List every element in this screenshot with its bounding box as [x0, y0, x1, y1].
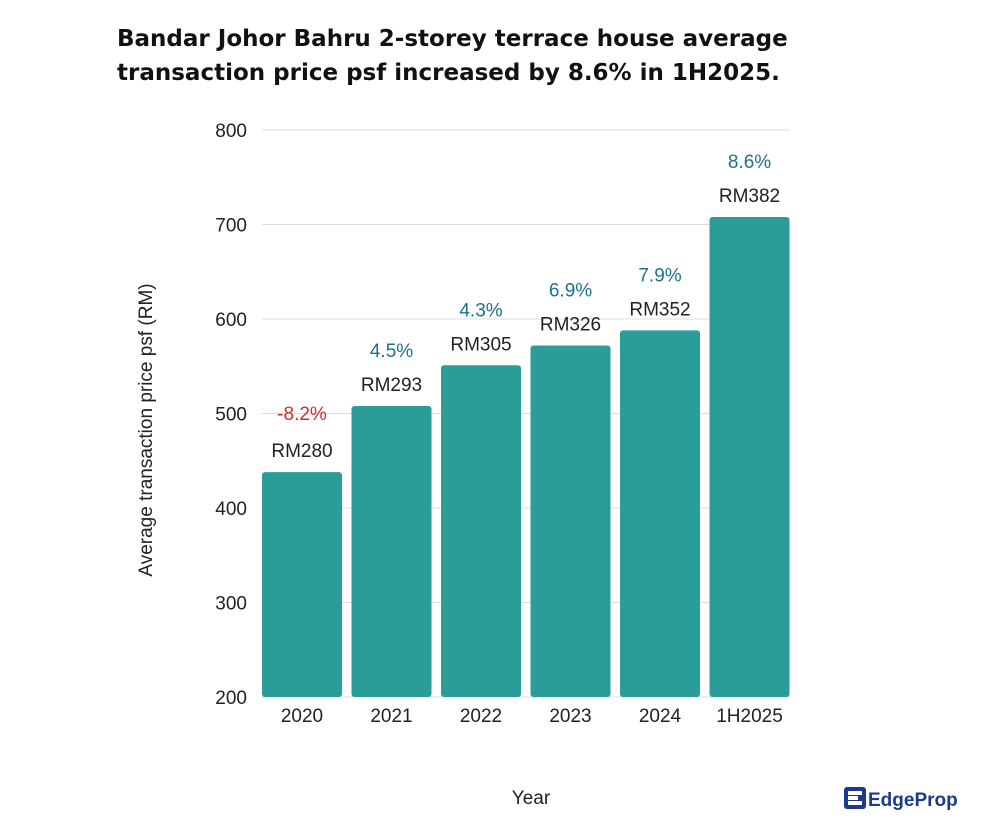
x-tick-label: 2021 [370, 706, 412, 727]
change-label: -8.2% [277, 404, 327, 425]
x-tick-label: 2023 [549, 706, 591, 727]
x-tick-label: 1H2025 [716, 706, 783, 727]
bars [262, 216, 790, 697]
y-tick-label: 600 [215, 310, 247, 331]
gridlines [262, 129, 790, 698]
edgeprop-logo-mark: EdgeProp [844, 787, 958, 811]
y-tick-label: 400 [215, 499, 247, 520]
value-label: RM305 [450, 334, 511, 355]
y-tick-label: 800 [215, 121, 247, 142]
value-label: RM326 [540, 314, 601, 335]
value-label: RM352 [629, 299, 690, 320]
data-labels: RM280 -8.2% RM293 4.5% RM305 4.3% RM326 6.9% RM3… [271, 152, 780, 462]
bar-2024 [620, 330, 700, 697]
bar-2023 [530, 345, 611, 697]
chart-title: Bandar Johor Bahru 2-storey terrace hous… [117, 26, 788, 86]
bar-2021 [351, 405, 432, 697]
y-tick-label: 200 [215, 688, 247, 709]
x-axis-ticks: 2020 2021 2022 2023 2024 1H2025 [281, 706, 783, 727]
edgeprop-logo: EdgeProp [842, 781, 962, 815]
value-label: RM293 [361, 375, 422, 396]
change-label: 7.9% [638, 265, 681, 286]
y-axis-ticks: 200 300 400 500 600 700 800 [215, 121, 247, 709]
bar-2020 [262, 472, 342, 697]
x-tick-label: 2024 [639, 706, 682, 727]
y-tick-label: 300 [215, 594, 247, 615]
bar-2022 [441, 365, 521, 697]
value-label: RM382 [719, 186, 780, 207]
change-label: 8.6% [728, 152, 771, 173]
change-label: 6.9% [549, 280, 592, 301]
x-tick-label: 2020 [281, 706, 323, 727]
change-label: 4.3% [459, 300, 502, 321]
edgeprop-logo-text: EdgeProp [868, 790, 958, 811]
y-axis-label: Average transaction price psf (RM) [136, 283, 157, 576]
y-tick-label: 700 [215, 216, 247, 237]
change-label: 4.5% [370, 341, 413, 362]
y-tick-label: 500 [215, 405, 247, 426]
x-tick-label: 2022 [460, 706, 502, 727]
value-label: RM280 [271, 441, 332, 462]
x-axis-label: Year [512, 788, 551, 809]
bar-1H2025 [709, 216, 790, 697]
